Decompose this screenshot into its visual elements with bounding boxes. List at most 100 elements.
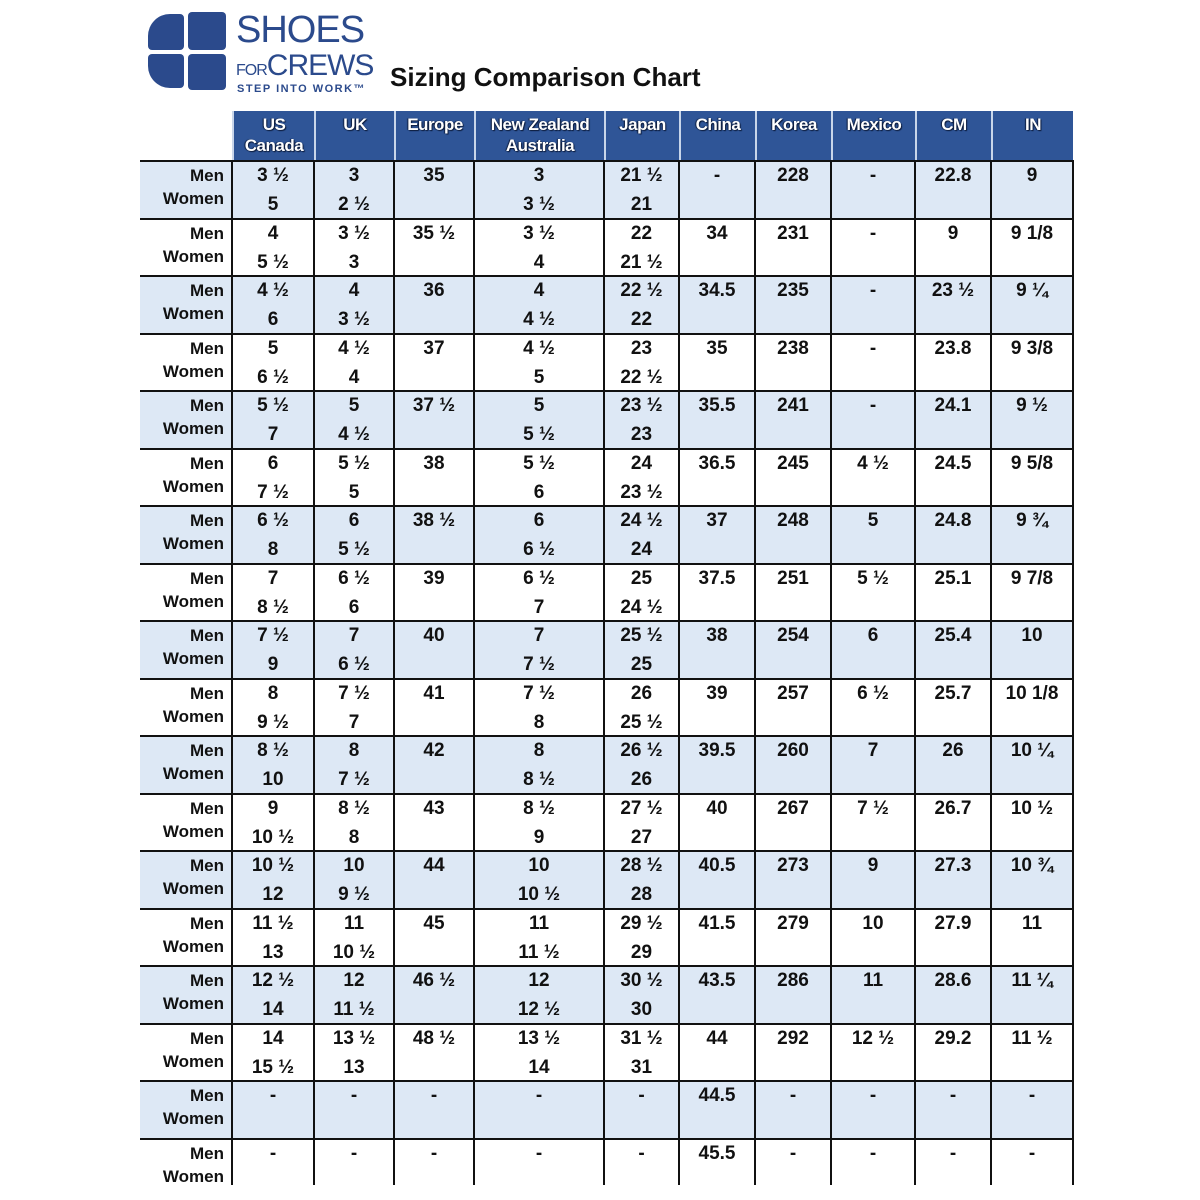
cell-korea: 235 (777, 280, 809, 301)
cell-in: - (1028, 1085, 1036, 1106)
cell-nz-women: 7 ½ (523, 654, 555, 675)
cell-us-men: 4 (267, 222, 279, 244)
cell-japan-men: 25 (630, 567, 653, 589)
cell-us-women: 8 ½ (257, 596, 289, 618)
row-label-men: Men (190, 338, 224, 358)
row-label-women: Women (162, 189, 224, 208)
cell-nz-men: 11 (528, 912, 550, 934)
cell-nz-men: 4 (533, 280, 545, 301)
cell-europe: 35 (423, 165, 445, 186)
cell-nz-women: 12 ½ (517, 999, 561, 1020)
row-label-men: Men (190, 971, 224, 990)
cell-uk-women: 3 (348, 251, 360, 273)
row-label-women: Women (162, 361, 224, 381)
cell-cm: 9 (947, 222, 959, 244)
cell-japan-women: 21 ½ (620, 251, 663, 273)
cell-china: 40 (706, 797, 728, 819)
table-row: Men Women 11 ½ 13 11 10 ½ 45 11 11 ½ 29 ½ 29 41.5 27… (140, 907, 1073, 966)
cell-us-men: 11 ½ (252, 912, 294, 934)
cell-us-men: 3 ½ (257, 165, 289, 186)
cell-europe: 43 (423, 797, 445, 819)
cell-us-men: 6 (267, 452, 279, 474)
cell-japan-men: 29 ½ (620, 912, 663, 934)
cell-us-women: 12 (262, 884, 284, 905)
cell-nz-men: 8 ½ (523, 797, 555, 819)
cell-us-women: 6 ½ (257, 366, 289, 388)
cell-us-men: 7 (267, 567, 279, 589)
row-label-women: Women (162, 1109, 224, 1128)
row-label-men: Men (190, 741, 224, 760)
cell-japan-men: 21 ½ (620, 165, 663, 186)
cell-cm: 25.4 (934, 625, 972, 646)
logo-tagline: STEP INTO WORK™ (237, 83, 367, 95)
row-label-men: Men (190, 1086, 224, 1105)
cell-japan-men: 23 ½ (620, 395, 663, 416)
row-label-women: Women (162, 304, 224, 323)
cell-china: 34 (706, 222, 728, 244)
cell-nz-men: 4 ½ (523, 337, 555, 359)
column-header-sublabel: Australia (505, 136, 575, 155)
column-header-label: UK (343, 115, 367, 134)
cell-japan-women: 27 (630, 826, 653, 848)
cell-japan-men: 26 ½ (620, 740, 663, 761)
cell-china: 39.5 (698, 740, 736, 761)
cell-uk-women: 7 (348, 711, 360, 733)
table-row: Men Women 8 ½ 10 8 7 ½ 42 8 8 ½ 26 ½ 26 39.5 260 7 26 1… (140, 735, 1073, 793)
cell-nz-women: 4 (533, 251, 545, 273)
column-divider (1072, 160, 1074, 1185)
cell-uk-men: 7 ½ (338, 682, 370, 704)
cell-europe: 44 (423, 855, 445, 876)
cell-mexico: 10 (862, 912, 884, 934)
column-header-sublabel: Canada (244, 136, 304, 155)
column-divider (473, 160, 475, 1185)
cell-in: 11 (1021, 912, 1043, 934)
cell-china: - (713, 165, 721, 186)
cell-us-men: 4 ½ (257, 280, 289, 301)
cell-japan-women: 24 (630, 539, 653, 560)
cell-china: 35.5 (698, 395, 736, 416)
column-header-japan: Japan (604, 111, 679, 160)
table-row: Men Women - - - - - 45.5 - - - - (140, 1137, 1073, 1196)
cell-japan-men: 24 ½ (620, 510, 663, 531)
cell-mexico: 11 (862, 970, 884, 991)
cell-in: 9 ¼ (1016, 280, 1048, 301)
cell-uk-women: 6 (348, 596, 360, 618)
column-header-china: China (679, 111, 755, 160)
column-header-europe: Europe (394, 111, 474, 160)
column-header-mexico: Mexico (831, 111, 915, 160)
cell-us-women: 7 ½ (257, 481, 289, 503)
row-label-women: Women (162, 476, 224, 496)
row-label-men: Men (190, 1143, 224, 1163)
cell-us-women: 7 (267, 424, 279, 445)
cell-uk-women: 4 ½ (338, 424, 370, 445)
column-header-in: IN (991, 111, 1073, 160)
cell-japan-men: 31 ½ (620, 1027, 663, 1049)
cell-nz-men: 10 (528, 855, 550, 876)
cell-cm: 24.1 (934, 395, 972, 416)
cell-china: 35 (706, 337, 728, 359)
cell-uk-men: 4 (348, 280, 360, 301)
row-label-men: Men (190, 568, 224, 588)
cell-europe: 41 (423, 682, 445, 704)
cell-europe: 37 (423, 337, 445, 359)
column-divider (393, 160, 395, 1185)
cell-nz-women: 3 ½ (523, 194, 555, 215)
cell-europe: 36 (423, 280, 445, 301)
cell-korea: 267 (777, 797, 809, 819)
cell-japan-women: 23 (630, 424, 653, 445)
page-title: Sizing Comparison Chart (390, 62, 701, 92)
cell-uk-men: 8 (348, 740, 360, 761)
row-label-women: Women (162, 821, 224, 841)
table-row: Men Women 8 9 ½ 7 ½ 7 41 7 ½ 8 26 25 ½ 39 257 6 ½ 25.7… (140, 677, 1073, 736)
cell-china: 41.5 (698, 912, 736, 934)
cell-japan-women: 22 (630, 309, 653, 330)
cell-japan-men: 30 ½ (620, 970, 663, 991)
cell-korea: - (789, 1142, 797, 1164)
cell-us-men: 9 (267, 797, 279, 819)
column-header-label: US (262, 115, 286, 134)
row-label-men: Men (190, 856, 224, 875)
cell-korea: 228 (777, 165, 809, 186)
row-label-men: Men (190, 453, 224, 473)
cell-uk-women: 11 ½ (333, 999, 375, 1020)
cell-japan-women: 23 ½ (620, 481, 663, 503)
